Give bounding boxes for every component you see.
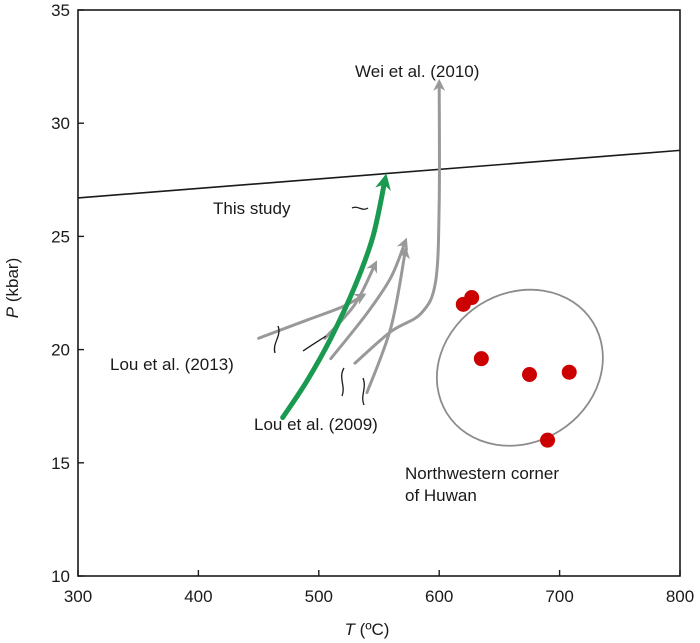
y-tick-label: 15 bbox=[51, 454, 70, 473]
reference-line bbox=[77, 149, 681, 199]
y-tick-label: 10 bbox=[51, 567, 70, 586]
data-point bbox=[540, 432, 556, 448]
x-tick-label: 700 bbox=[545, 587, 573, 606]
x-tick-label: 500 bbox=[305, 587, 333, 606]
x-tick-label: 400 bbox=[184, 587, 212, 606]
annotation-lou-2009: Lou et al. (2009) bbox=[254, 415, 378, 434]
y-tick-label: 20 bbox=[51, 341, 70, 360]
pt-path-4 bbox=[365, 246, 410, 395]
y-tick-label: 30 bbox=[51, 114, 70, 133]
pt-path-0 bbox=[280, 173, 391, 421]
annotation-lou-2013: Lou et al. (2013) bbox=[110, 355, 234, 374]
pt-path-5 bbox=[353, 78, 446, 365]
y-axis-title: P (kbar) bbox=[3, 258, 22, 318]
pt-path-1 bbox=[257, 293, 367, 340]
x-tick-label: 300 bbox=[64, 587, 92, 606]
leader-lou2009-a bbox=[341, 367, 345, 397]
x-axis-title: T (ºC) bbox=[345, 620, 390, 639]
plot-frame bbox=[77, 9, 681, 577]
annotation-wei: Wei et al. (2010) bbox=[355, 62, 479, 81]
annotation-this-study: This study bbox=[213, 199, 291, 218]
data-point bbox=[473, 351, 489, 367]
data-point bbox=[522, 367, 537, 383]
leader-lou2013-b bbox=[302, 335, 327, 352]
huwan-region-ellipse bbox=[435, 288, 604, 447]
leader-lou2013-a bbox=[273, 325, 280, 354]
data-point bbox=[561, 364, 577, 380]
data-point bbox=[464, 290, 480, 306]
y-tick-label: 25 bbox=[51, 227, 70, 246]
x-tick-label: 800 bbox=[666, 587, 694, 606]
y-tick-label: 35 bbox=[51, 1, 70, 20]
annotation-nw-line2: of Huwan bbox=[405, 486, 477, 505]
x-tick-label: 600 bbox=[425, 587, 453, 606]
leader-this-study bbox=[351, 206, 369, 210]
leader-lou2009-b bbox=[362, 377, 365, 406]
annotation-nw-line1: Northwestern corner bbox=[405, 464, 559, 483]
